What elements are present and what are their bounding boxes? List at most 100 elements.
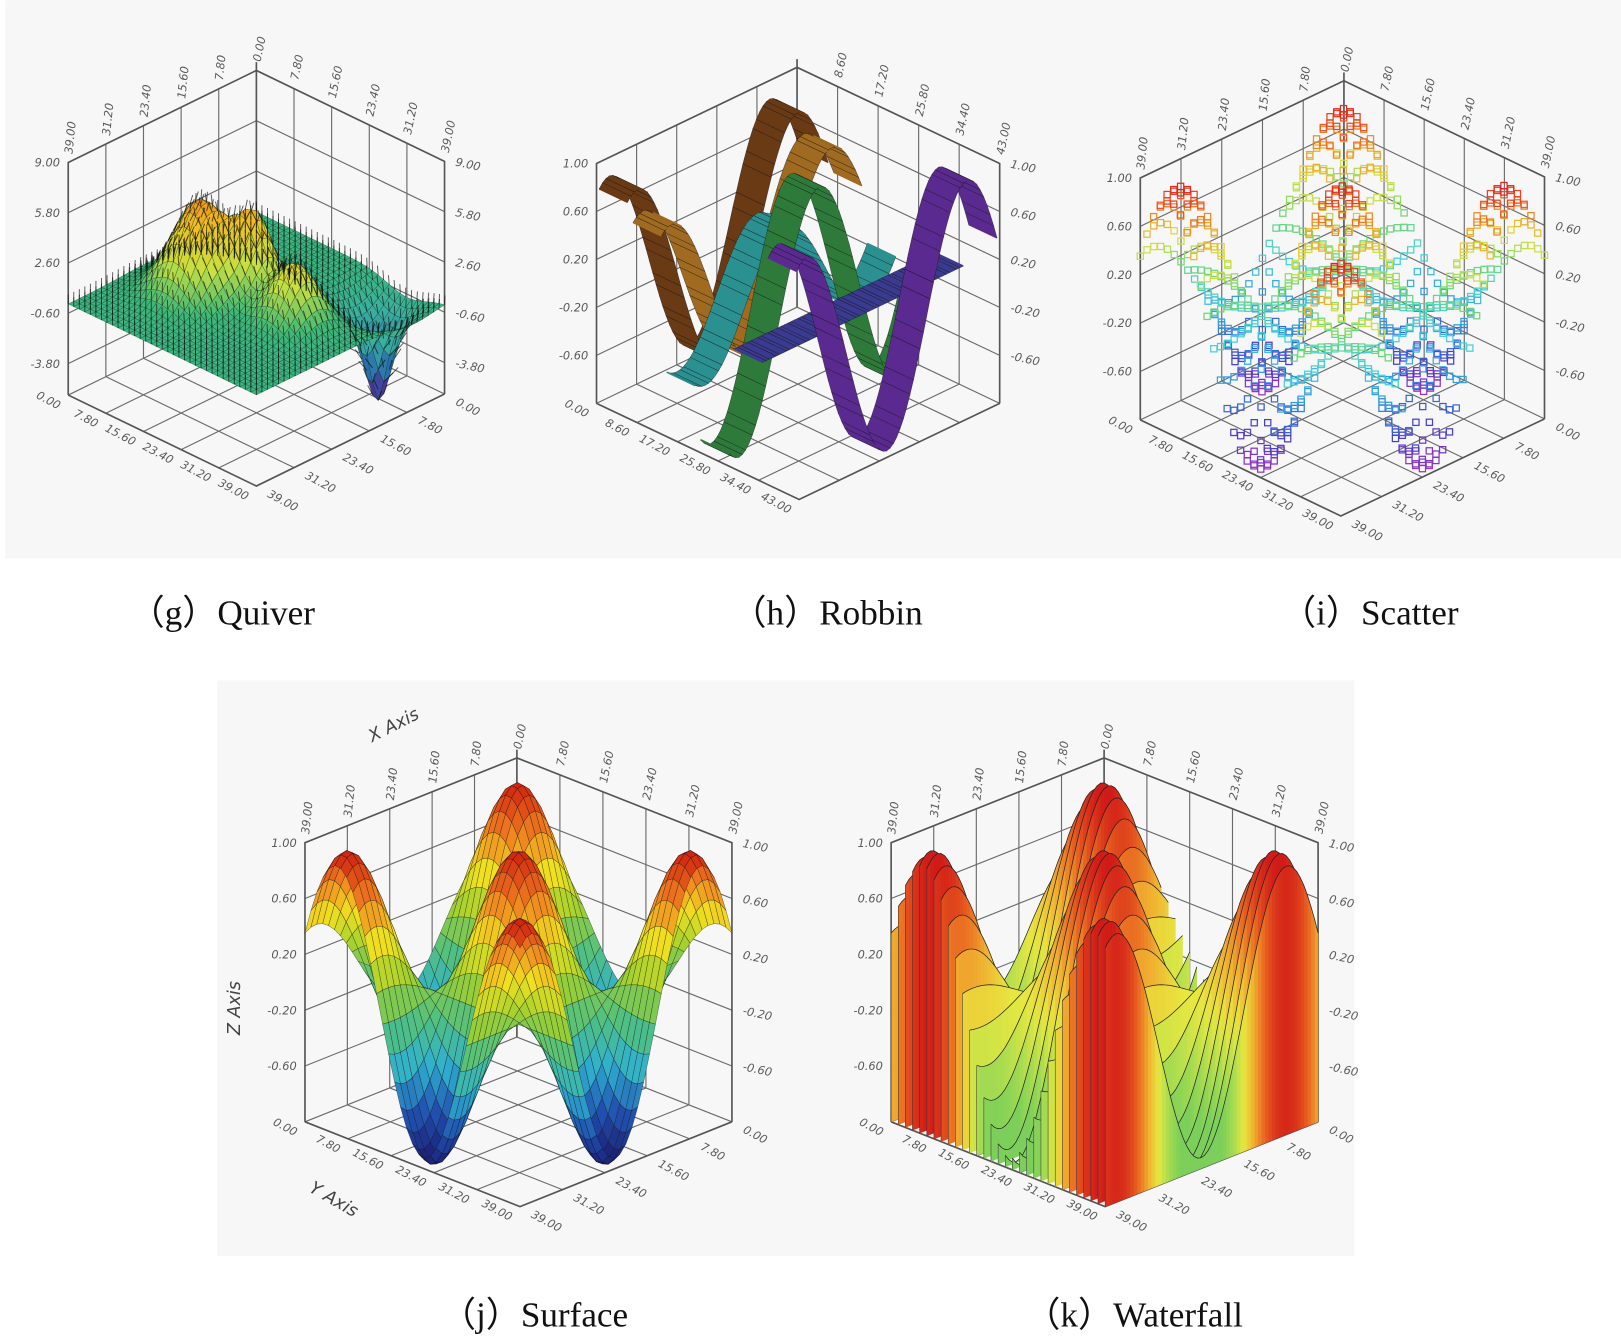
quiver-arrow <box>277 332 279 342</box>
back-left-tick-label: 7.80 <box>212 54 229 81</box>
quiver-arrow <box>145 289 147 299</box>
quiver-arrow <box>139 260 142 270</box>
z-tick-label: 1.00 <box>563 157 588 171</box>
quiver-arrow <box>150 256 155 267</box>
quiver-arrow <box>150 258 155 268</box>
z-tick-label: 9.00 <box>35 156 60 170</box>
floor-gridline <box>105 376 295 469</box>
z-tick-label: 1.00 <box>1107 171 1132 185</box>
back-left-tick-label: 23.40 <box>137 84 154 118</box>
quiver-arrow <box>134 263 136 274</box>
quiver-arrow <box>145 262 149 273</box>
quiver-arrow <box>189 237 194 248</box>
quiver-arrow <box>272 257 275 267</box>
z-tick-label: -0.60 <box>559 348 588 362</box>
quiver-arrow <box>211 244 214 255</box>
z-tick-label-right: -0.60 <box>454 306 486 326</box>
quiver-arrow <box>172 225 180 236</box>
back-right-tick-label: 23.40 <box>363 83 383 118</box>
quiver-arrow <box>377 265 379 275</box>
floor-gridline <box>143 357 332 450</box>
quiver-arrow <box>178 222 185 233</box>
quiver-arrow <box>183 243 188 253</box>
quiver-arrow <box>145 261 149 271</box>
z-tick-label: -0.20 <box>559 301 588 315</box>
quiver-arrow <box>183 313 185 323</box>
back-left-tick-label: 31.20 <box>99 102 116 136</box>
quiver-arrow <box>416 291 418 301</box>
z-tick-label: 2.60 <box>35 256 60 270</box>
quiver-arrow <box>271 314 274 325</box>
z-tick-label: -0.20 <box>1103 316 1132 330</box>
z-tick-label: 1.00 <box>271 836 296 850</box>
quiver-arrow <box>172 242 178 252</box>
quiver-arrow <box>178 233 184 244</box>
back-left-tick-label: 7.80 <box>468 740 485 767</box>
z-tick-label-right: -3.80 <box>454 356 486 376</box>
quiver-arrow <box>134 271 137 281</box>
z-tick-label: -0.20 <box>267 1003 296 1017</box>
z-tick-label: 0.60 <box>271 892 296 906</box>
quiver-arrow <box>250 306 252 317</box>
quiver-arrow <box>200 236 205 247</box>
quiver-arrow <box>393 279 396 290</box>
quiver-arrow <box>139 266 143 276</box>
quiver-arrow <box>195 241 199 251</box>
quiver-arrow <box>399 308 402 318</box>
z-tick-label: 5.80 <box>35 206 60 220</box>
quiver-arrow <box>139 263 143 273</box>
back-left-tick-label: 7.80 <box>1296 66 1313 93</box>
z-tick-label: 0.20 <box>1107 268 1132 282</box>
z-tick-label-right: 5.80 <box>454 205 482 224</box>
quiver-arrow <box>156 249 161 260</box>
back-right-tick-label: 31.20 <box>400 101 420 136</box>
quiver-chart: 9.00 5.80 2.60 -0.60 -3.80 9.00 5.80 2.60 -0.60 -… <box>31 35 486 514</box>
quiver-arrow <box>172 272 174 282</box>
z-tick-label-right: 2.60 <box>454 255 482 274</box>
quiver-arrow <box>189 244 193 254</box>
z-tick-label: -0.60 <box>1103 365 1132 379</box>
quiver-arrow <box>145 266 149 277</box>
quiver-arrow <box>139 269 143 280</box>
z-tick-label: 0.60 <box>1107 219 1132 233</box>
quiver-arrow <box>139 274 143 284</box>
quiver-arrow <box>233 308 235 318</box>
quiver-arrow <box>438 299 441 309</box>
back-right-tick-label: 15.60 <box>325 64 345 99</box>
floor-front-edges <box>67 393 445 487</box>
quiver-arrow <box>172 303 174 314</box>
quiver-arrow <box>200 243 204 254</box>
z-tick-label: -0.60 <box>31 306 60 320</box>
quiver-arrow <box>195 231 200 241</box>
quiver-arrow <box>227 313 230 323</box>
back-right-tick-label: 7.80 <box>287 53 306 81</box>
z-tick-label: -3.80 <box>31 357 60 371</box>
quiver-arrow <box>195 192 197 203</box>
quiver-arrow <box>393 292 396 302</box>
back-left-tick-label: 15.60 <box>174 65 191 99</box>
quiver-arrow <box>338 266 340 276</box>
quiver-arrow <box>134 267 137 277</box>
quiver-arrow <box>266 296 269 307</box>
floor-gridline <box>180 357 370 451</box>
quiver-arrow <box>156 280 158 291</box>
z-tick-label: 0.60 <box>563 205 588 219</box>
quiver-arrow <box>161 249 166 260</box>
quiver-arrow <box>161 246 167 256</box>
quiver-arrow <box>388 316 390 327</box>
quiver-arrow <box>184 235 189 245</box>
back-left-tick-label: 39.00 <box>61 121 78 155</box>
z-tick-label: 0.20 <box>563 253 588 267</box>
z-tick-label: -0.60 <box>267 1059 296 1073</box>
quiver-arrow <box>200 189 203 199</box>
quiver-arrow <box>167 243 173 254</box>
back-right-tick-label: 0.00 <box>250 35 269 63</box>
quiver-arrow <box>354 264 357 274</box>
z-tick-label: 0.20 <box>271 947 296 961</box>
quiver-arrow <box>271 327 274 338</box>
back-right-tick-label: 39.00 <box>438 119 458 154</box>
quiver-arrow <box>134 275 137 286</box>
quiver-arrow <box>178 242 183 252</box>
quiver-arrow <box>206 241 209 251</box>
